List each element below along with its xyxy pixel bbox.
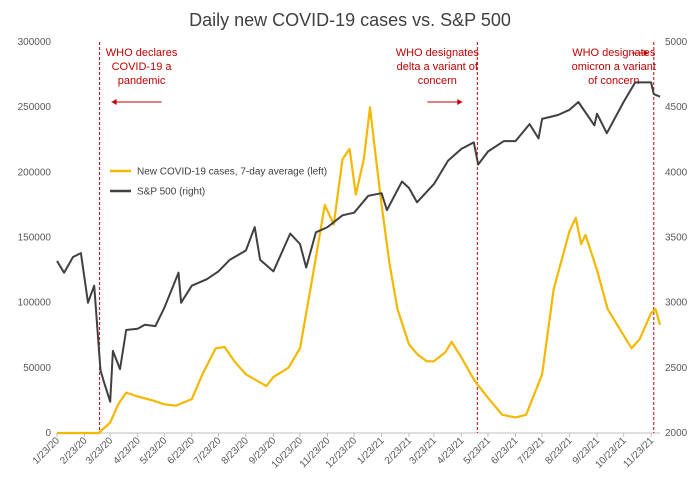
y-right-tick-label: 4000 <box>665 167 688 178</box>
series <box>56 81 662 435</box>
y-left-tick-label: 150000 <box>18 233 52 244</box>
y-left-tick-label: 50000 <box>23 363 51 374</box>
y-left-tick-label: 300000 <box>18 37 52 48</box>
annotation-text: omicron a variant <box>572 61 656 73</box>
x-tick-label: 11/23/21 <box>621 435 656 470</box>
x-tick-label: 6/23/21 <box>489 435 521 467</box>
legend: New COVID-19 cases, 7-day average (left)… <box>110 167 327 198</box>
x-tick-label: 3/23/21 <box>408 435 440 467</box>
y-right-tick-label: 3500 <box>665 233 688 244</box>
y-right-tick-label: 2500 <box>665 363 688 374</box>
annotation-text: delta a variant of <box>397 61 479 73</box>
x-tick-label: 2/23/20 <box>58 435 90 467</box>
chart-title: Daily new COVID-19 cases vs. S&P 500 <box>189 10 511 30</box>
x-tick-label: 4/23/20 <box>111 435 143 467</box>
annotation-arrowhead <box>457 99 463 105</box>
annotation-text: WHO designates <box>396 47 480 59</box>
annotation-text: COVID-19 a <box>112 61 173 73</box>
x-tick-label: 8/23/21 <box>543 435 575 467</box>
y-right-tick-label: 5000 <box>665 37 688 48</box>
x-tick-label: 4/23/21 <box>435 435 467 467</box>
legend-label: S&P 500 (right) <box>137 187 205 198</box>
x-tick-label: 7/23/20 <box>192 435 224 467</box>
x-tick-label: 6/23/20 <box>166 435 198 467</box>
annotation-text: of concern <box>588 75 639 87</box>
y-left-tick-label: 250000 <box>18 102 52 113</box>
annotation-arrowhead <box>111 99 117 105</box>
annotation-text: WHO declares <box>106 47 178 59</box>
x-tick-label: 8/23/20 <box>220 435 252 467</box>
annotations: WHO declares COVID-19 a pandemic WHO design… <box>99 42 656 433</box>
x-tick-label: 7/23/21 <box>516 435 548 467</box>
x-tick-label: 3/23/20 <box>84 435 116 467</box>
annotation-arrowhead <box>643 50 649 56</box>
annotation-text: concern <box>418 75 457 87</box>
y-right-tick-label: 3000 <box>665 298 688 309</box>
cases-series-line <box>57 106 662 435</box>
x-tick-label: 1/23/21 <box>355 435 387 467</box>
sp500-series-line <box>56 81 661 403</box>
y-left-tick-label: 0 <box>45 428 51 439</box>
annotation-text: pandemic <box>118 75 166 87</box>
y-left-tick-label: 100000 <box>18 298 52 309</box>
x-tick-label: 5/23/21 <box>462 435 494 467</box>
legend-label: New COVID-19 cases, 7-day average (left) <box>137 167 327 178</box>
y-left-tick-label: 200000 <box>18 167 52 178</box>
y-right-tick-label: 2000 <box>665 428 688 439</box>
x-tick-label: 1/23/20 <box>31 435 63 467</box>
x-tick-label: 5/23/20 <box>138 435 170 467</box>
annotation-text: WHO designates <box>572 47 656 59</box>
y-right-tick-label: 4500 <box>665 102 688 113</box>
